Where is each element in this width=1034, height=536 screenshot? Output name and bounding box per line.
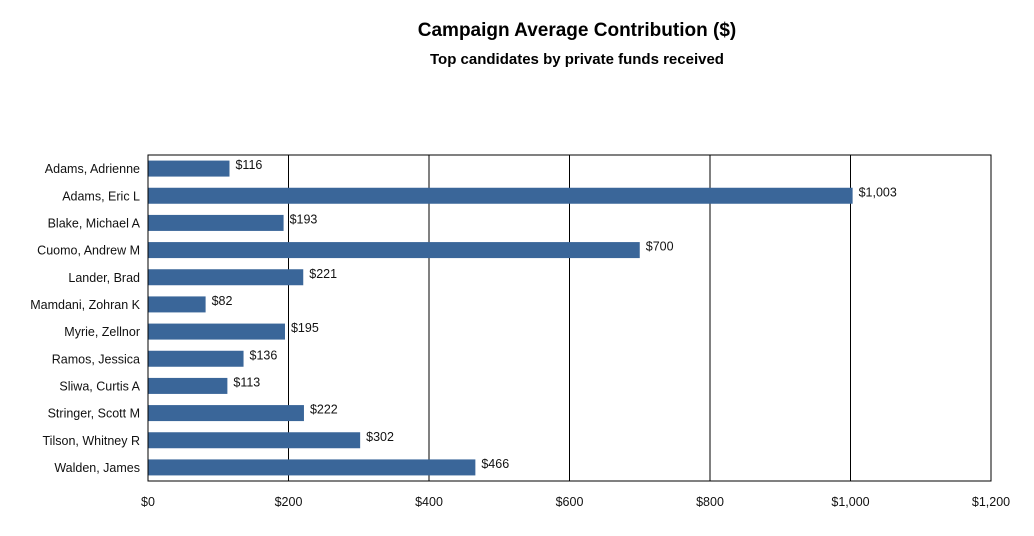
category-label: Adams, Eric L (62, 189, 140, 203)
category-label: Mamdani, Zohran K (30, 298, 140, 312)
value-label: $1,003 (859, 185, 897, 199)
value-label: $116 (235, 158, 262, 172)
bar (148, 214, 284, 231)
bar (148, 187, 853, 204)
x-tick-label: $800 (696, 495, 724, 509)
bar (148, 242, 640, 259)
value-label: $113 (233, 375, 260, 389)
category-label: Blake, Michael A (48, 216, 141, 230)
category-label: Sliwa, Curtis A (59, 379, 140, 393)
x-tick-label: $0 (141, 495, 155, 509)
x-tick-label: $600 (556, 495, 584, 509)
bar (148, 160, 230, 177)
x-tick-label: $1,200 (972, 495, 1010, 509)
category-label: Ramos, Jessica (52, 352, 140, 366)
bar (148, 296, 206, 313)
bar (148, 323, 285, 340)
value-label: $82 (212, 294, 233, 308)
category-label: Tilson, Whitney R (43, 434, 140, 448)
chart-title: Campaign Average Contribution ($) (417, 20, 737, 41)
x-tick-label: $200 (275, 495, 303, 509)
x-tick-label: $400 (415, 495, 443, 509)
value-labels: $116 $1,003 $193 $700 $221 $82 $195 $136 $113 $22… (212, 158, 897, 471)
category-label: Adams, Adrienne (45, 162, 140, 176)
bar (148, 350, 244, 367)
value-label: $193 (290, 212, 318, 226)
value-label: $222 (310, 403, 338, 417)
value-label: $466 (481, 457, 509, 471)
chart-subtitle: Top candidates by private funds received (430, 51, 724, 68)
bar (148, 459, 476, 476)
category-label: Walden, James (54, 461, 140, 475)
value-label: $195 (291, 321, 319, 335)
value-label: $136 (250, 348, 278, 362)
bar (148, 405, 304, 422)
bars (148, 160, 853, 476)
plot-frame (147, 154, 992, 482)
x-axis-ticks: $0 $200 $400 $600 $800 $1,000 $1,200 (141, 495, 1010, 509)
category-label: Cuomo, Andrew M (37, 244, 140, 258)
value-label: $221 (309, 267, 337, 281)
category-label: Lander, Brad (68, 271, 140, 285)
value-label: $700 (646, 240, 674, 254)
x-tick-label: $1,000 (831, 495, 869, 509)
bar (148, 269, 304, 286)
value-label: $302 (366, 430, 394, 444)
gridlines (288, 155, 851, 481)
bar (148, 377, 228, 394)
category-label: Myrie, Zellnor (64, 325, 140, 339)
category-label: Stringer, Scott M (48, 407, 140, 421)
category-labels: Adams, Adrienne Adams, Eric L Blake, Micha… (30, 162, 140, 475)
bar (148, 432, 361, 449)
